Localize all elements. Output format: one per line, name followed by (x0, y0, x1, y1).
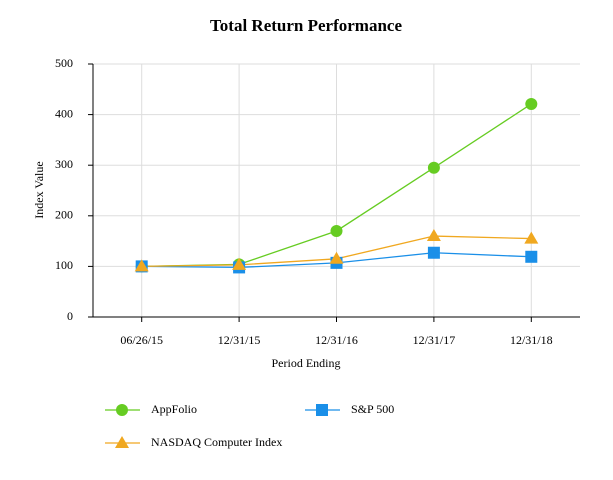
y-tick-label: 0 (67, 309, 73, 323)
marker (525, 250, 538, 263)
marker (232, 257, 247, 270)
x-tick-label: 12/31/15 (218, 333, 261, 347)
marker (427, 246, 440, 259)
legend-marker (116, 404, 128, 416)
y-tick-label: 200 (55, 208, 73, 222)
x-axis-label: Period Ending (272, 356, 341, 370)
marker (524, 231, 539, 244)
y-tick-label: 500 (55, 56, 73, 70)
marker (329, 251, 344, 264)
marker (330, 224, 343, 237)
legend-marker (316, 404, 328, 416)
y-tick-label: 400 (55, 106, 73, 120)
legend-label: AppFolio (151, 402, 197, 416)
marker (426, 229, 441, 242)
marker (134, 259, 149, 272)
x-tick-label: 06/26/15 (120, 333, 163, 347)
marker (427, 161, 440, 174)
y-tick-label: 100 (55, 258, 73, 272)
legend-label: NASDAQ Computer Index (151, 435, 282, 449)
y-axis-label: Index Value (32, 161, 46, 218)
x-tick-label: 12/31/16 (315, 333, 358, 347)
legend-marker (115, 436, 129, 448)
y-tick-label: 300 (55, 157, 73, 171)
legend-label: S&P 500 (351, 402, 394, 416)
marker (525, 97, 538, 110)
x-tick-label: 12/31/18 (510, 333, 553, 347)
x-tick-label: 12/31/17 (413, 333, 456, 347)
chart-title: Total Return Performance (210, 16, 402, 35)
